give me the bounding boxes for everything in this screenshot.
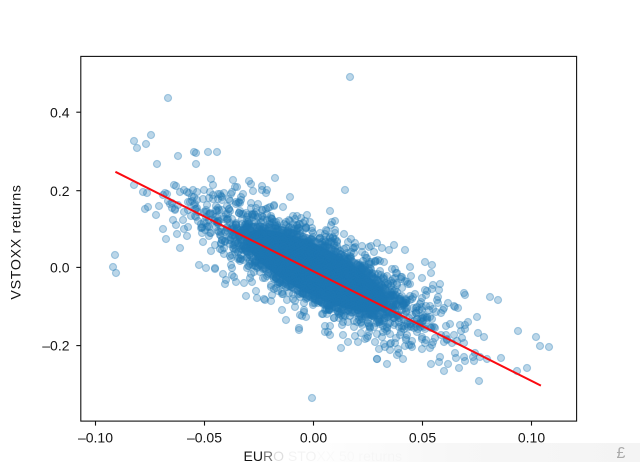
svg-text:0.00: 0.00 (300, 430, 327, 446)
svg-text:–0.2: –0.2 (42, 338, 69, 354)
svg-text:0.05: 0.05 (409, 430, 436, 446)
svg-text:VSTOXX returns: VSTOXX returns (9, 184, 25, 299)
svg-text:0.10: 0.10 (518, 430, 545, 446)
svg-text:0.2: 0.2 (50, 183, 70, 199)
svg-text:–0.10: –0.10 (78, 430, 113, 446)
svg-text:0.4: 0.4 (50, 104, 70, 120)
svg-text:£: £ (617, 445, 626, 462)
svg-text:–0.05: –0.05 (187, 430, 222, 446)
svg-text:EURO STOXX 50 returns: EURO STOXX 50 returns (244, 448, 403, 464)
svg-text:0.0: 0.0 (50, 260, 70, 276)
